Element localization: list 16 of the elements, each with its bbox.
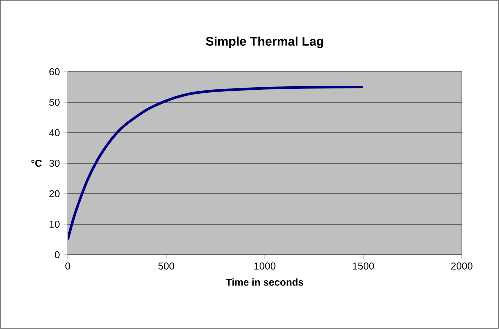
y-tick-label: 0 (55, 251, 60, 259)
x-axis-title: Time in seconds (226, 278, 304, 286)
x-tick-label: 0 (66, 262, 70, 270)
x-tick-label: 500 (158, 262, 174, 270)
y-tick-label: 50 (50, 98, 60, 106)
y-axis-title: °C (32, 160, 42, 168)
y-tick-label: 30 (50, 160, 60, 168)
line-series (68, 86, 365, 242)
x-tick-label: 1500 (353, 262, 374, 270)
y-tick-label: 60 (50, 68, 60, 76)
y-tick-label: 40 (49, 129, 60, 137)
chart-title: Simple Thermal Lag (206, 36, 324, 49)
y-tick-label: 20 (50, 190, 60, 198)
y-tick-label: 10 (50, 220, 60, 228)
x-tick-label: 1000 (254, 262, 276, 270)
x-tick-label: 2000 (451, 262, 473, 270)
